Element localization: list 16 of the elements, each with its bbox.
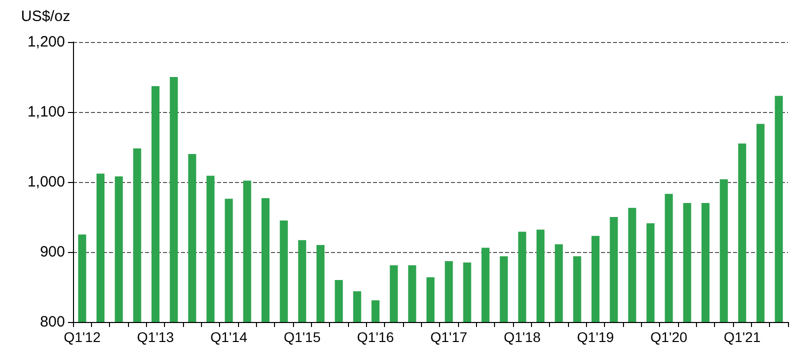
x-tick-label: Q1'15 xyxy=(284,329,321,345)
y-tick-label: 1,200 xyxy=(27,34,65,50)
y-tick-label: 900 xyxy=(40,244,65,260)
y-axis-title: US$/oz xyxy=(21,8,70,25)
y-tick-label: 1,000 xyxy=(27,174,65,190)
x-tick-label: Q1'17 xyxy=(430,329,468,345)
y-tick-label: 1,100 xyxy=(27,104,65,120)
y-tick-label: 800 xyxy=(40,314,65,330)
x-tick-label: Q1'21 xyxy=(724,329,761,345)
x-tick-label: Q1'14 xyxy=(210,329,248,345)
x-tick-label: Q1'20 xyxy=(650,329,688,345)
x-tick-label: Q1'12 xyxy=(64,329,101,345)
x-tick-label: Q1'16 xyxy=(357,329,394,345)
x-tick-label: Q1'13 xyxy=(137,329,174,345)
x-tick-label: Q1'18 xyxy=(504,329,541,345)
x-tick-label: Q1'19 xyxy=(577,329,614,345)
